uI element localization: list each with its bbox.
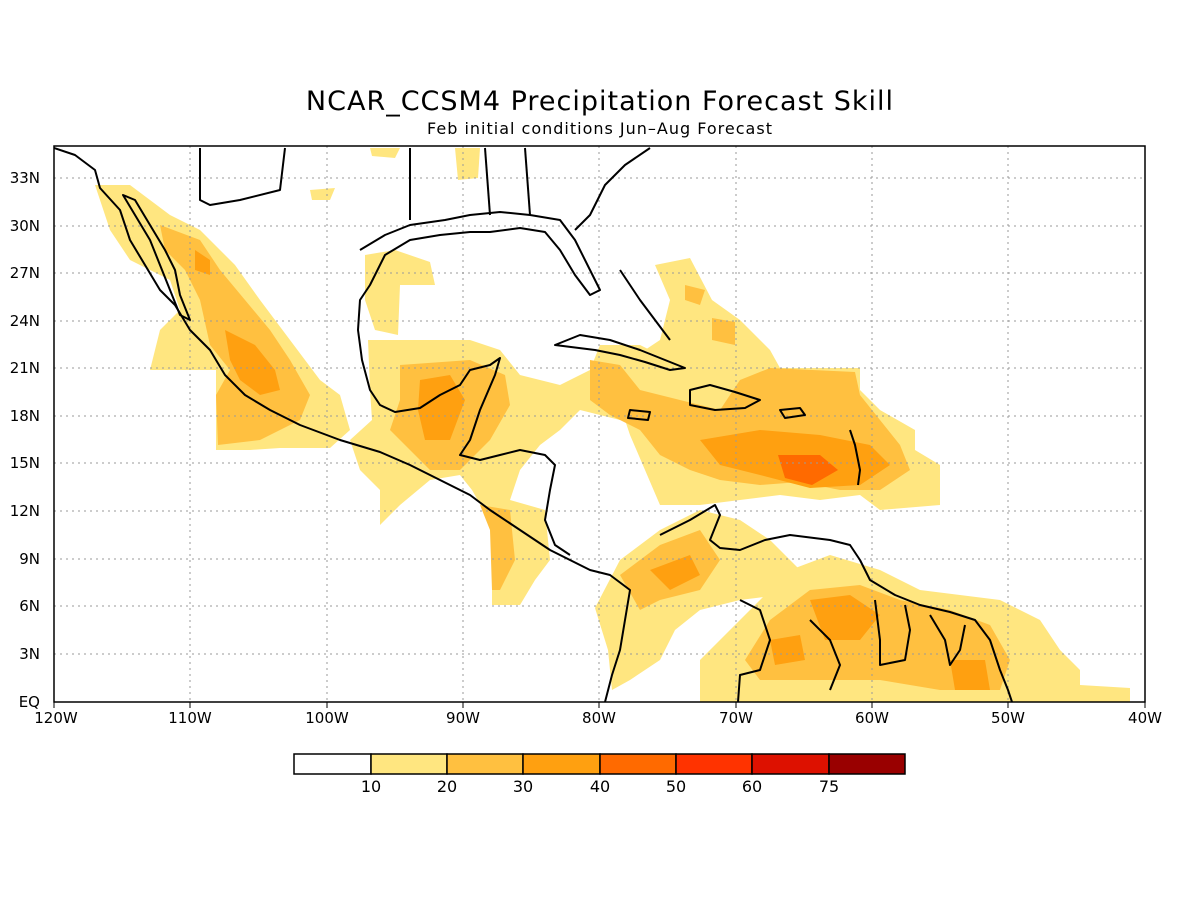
colorbar-label-75: 75 [818, 777, 840, 796]
lat-label-21n: 21N [9, 359, 40, 377]
lon-label-90w: 90W [446, 709, 480, 727]
lon-label-60w: 60W [855, 709, 889, 727]
skill-region-south-america [595, 510, 800, 690]
lat-label-3n: 3N [19, 645, 40, 663]
lon-label-50w: 50W [991, 709, 1025, 727]
colorbar-label-60: 60 [741, 777, 763, 796]
colorbar-bin-6 [751, 753, 830, 775]
lon-label-70w: 70W [719, 709, 753, 727]
coastlines [54, 147, 1013, 702]
colorbar-label-10: 10 [360, 777, 382, 796]
lon-label-110w: 110W [168, 709, 212, 727]
lat-label-15n: 15N [9, 454, 40, 472]
lat-label-eq: EQ [18, 693, 40, 711]
chart-subtitle: Feb initial conditions Jun–Aug Forecast [427, 119, 773, 138]
lat-label-12n: 12N [9, 502, 40, 520]
colorbar-label-50: 50 [665, 777, 687, 796]
chart-title: NCAR_CCSM4 Precipitation Forecast Skill [305, 86, 895, 117]
lat-label-33n: 33N [9, 169, 40, 187]
colorbar-label-20: 20 [436, 777, 458, 796]
colorbar-bin-3 [522, 753, 601, 775]
lat-label-24n: 24N [9, 312, 40, 330]
colorbar-label-30: 30 [512, 777, 534, 796]
lon-label-120w: 120W [34, 709, 78, 727]
colorbar-bin-7 [828, 753, 906, 775]
map-grid [54, 146, 1145, 702]
lat-label-9n: 9N [19, 550, 40, 568]
lat-label-30n: 30N [9, 217, 40, 235]
lon-label-80w: 80W [582, 709, 616, 727]
colorbar-bin-1 [370, 753, 448, 775]
colorbar-bin-4 [599, 753, 677, 775]
skill-region-gulf [365, 250, 435, 335]
colorbar-bin-0 [293, 753, 372, 775]
lon-label-100w: 100W [305, 709, 349, 727]
lat-label-6n: 6N [19, 597, 40, 615]
colorbar-bin-2 [446, 753, 524, 775]
lat-label-18n: 18N [9, 407, 40, 425]
lon-label-40w: 40W [1128, 709, 1162, 727]
colorbar-label-40: 40 [589, 777, 611, 796]
lat-label-27n: 27N [9, 264, 40, 282]
colorbar [293, 753, 906, 775]
colorbar-bin-5 [675, 753, 753, 775]
